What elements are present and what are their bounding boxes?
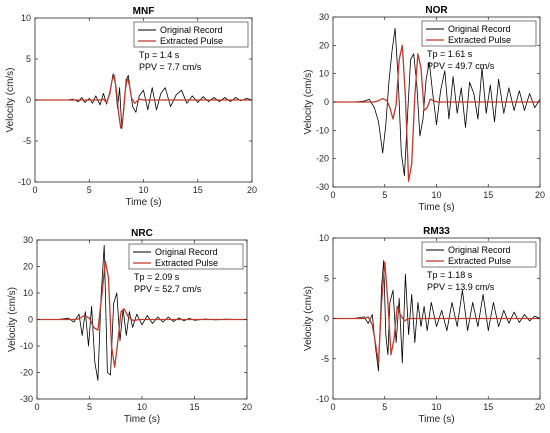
x-tick-label: 20 [535, 402, 545, 412]
y-tick-label: 20 [319, 40, 329, 50]
chart-title: RM33 [423, 226, 450, 237]
x-axis-label: Time (s) [125, 197, 161, 208]
series-line-extracted-pulse [333, 44, 540, 182]
annotation-text: Tp = 1.18 s [427, 270, 473, 280]
x-tick-label: 20 [247, 185, 257, 195]
y-axis-label: Velocity (cm/s) [5, 67, 16, 132]
x-tick-label: 5 [382, 402, 387, 412]
y-tick-label: 10 [319, 69, 329, 79]
legend-entry: Original Record [448, 245, 511, 255]
x-tick-label: 15 [483, 190, 493, 200]
annotation-text: PPV = 49.7 cm/s [427, 61, 495, 71]
y-tick-label: 10 [23, 288, 33, 298]
chart-title: NOR [425, 5, 448, 16]
legend-entry: Extracted Pulse [448, 35, 511, 45]
x-tick-label: 0 [34, 402, 39, 412]
x-tick-label: 20 [535, 190, 545, 200]
y-tick-label: 0 [324, 97, 329, 107]
y-axis-label: Velocity (cm/s) [7, 287, 18, 352]
series-line-extracted-pulse [333, 261, 540, 364]
annotation-text: PPV = 7.7 cm/s [139, 62, 202, 72]
y-tick-label: 5 [26, 54, 31, 64]
legend-entry: Original Record [160, 25, 223, 35]
annotation-text: Tp = 1.4 s [139, 50, 180, 60]
y-tick-label: -10 [316, 394, 329, 404]
x-tick-label: 0 [330, 190, 335, 200]
legend-entry: Extracted Pulse [160, 36, 223, 46]
x-tick-label: 5 [87, 185, 92, 195]
legend-entry: Extracted Pulse [155, 258, 218, 268]
y-tick-label: -5 [23, 136, 31, 146]
y-tick-label: -10 [18, 177, 31, 187]
x-axis-label: Time (s) [418, 202, 454, 213]
x-tick-label: 15 [193, 185, 203, 195]
series-line-original-record [333, 27, 541, 177]
annotation-text: Tp = 1.61 s [427, 49, 473, 59]
panel-nrc: 0 5 10 15 20 -30 -20 -10 0 10 20 30 NRC Time (s) Veloc… [7, 228, 252, 425]
y-tick-label: 30 [23, 235, 33, 245]
y-axis-label: Velocity (cm/s) [303, 69, 314, 134]
y-tick-label: 30 [319, 12, 329, 22]
legend-box [133, 21, 249, 48]
legend-box [421, 20, 537, 47]
y-tick-label: 20 [23, 262, 33, 272]
legend-entry: Original Record [448, 24, 511, 34]
y-tick-label: -20 [316, 154, 329, 164]
x-tick-label: 0 [32, 185, 37, 195]
x-tick-label: 10 [138, 185, 148, 195]
chart-title: NRC [131, 228, 153, 239]
y-tick-label: 0 [26, 95, 31, 105]
y-tick-label: -30 [316, 182, 329, 192]
x-tick-label: 10 [431, 402, 441, 412]
y-tick-label: 5 [324, 273, 329, 283]
legend-box [128, 243, 244, 270]
y-tick-label: -30 [20, 394, 33, 404]
x-tick-label: 20 [242, 402, 252, 412]
y-tick-label: -10 [20, 341, 33, 351]
series-line-extracted-pulse [35, 74, 252, 129]
panel-rm33: 0 5 10 15 20 -10 -5 0 5 10 RM33 Time (s) Velocity (c… [303, 226, 545, 425]
legend-box [421, 241, 537, 268]
x-tick-label: 10 [137, 402, 147, 412]
annotation-text: Tp = 2.09 s [134, 272, 180, 282]
panel-mnf: 0 5 10 15 20 -10 -5 0 5 10 MNF Time (s) Velocity (cm… [5, 6, 257, 208]
series-line-extracted-pulse [37, 260, 247, 368]
y-tick-label: -5 [321, 354, 329, 364]
annotation-text: PPV = 13.9 cm/s [427, 282, 495, 292]
x-tick-label: 5 [382, 190, 387, 200]
legend-entry: Original Record [155, 247, 218, 257]
panel-nor: 0 5 10 15 20 -30 -20 -10 0 10 20 30 NOR Time (s) Veloc… [303, 5, 545, 213]
x-tick-label: 10 [431, 190, 441, 200]
series-line-original-record [35, 73, 253, 130]
x-axis-label: Time (s) [418, 414, 454, 425]
y-tick-label: 0 [28, 315, 33, 325]
y-tick-label: -10 [316, 125, 329, 135]
x-axis-label: Time (s) [124, 414, 160, 425]
y-tick-label: -20 [20, 368, 33, 378]
x-tick-label: 0 [330, 402, 335, 412]
x-tick-label: 15 [483, 402, 493, 412]
y-tick-label: 10 [21, 13, 31, 23]
chart-title: MNF [133, 6, 155, 17]
x-tick-label: 5 [87, 402, 92, 412]
legend-entry: Extracted Pulse [448, 256, 511, 266]
y-tick-label: 10 [319, 233, 329, 243]
x-tick-label: 15 [189, 402, 199, 412]
y-axis-label: Velocity (cm/s) [303, 286, 314, 351]
annotation-text: PPV = 52.7 cm/s [134, 284, 202, 294]
y-tick-label: 0 [324, 314, 329, 324]
